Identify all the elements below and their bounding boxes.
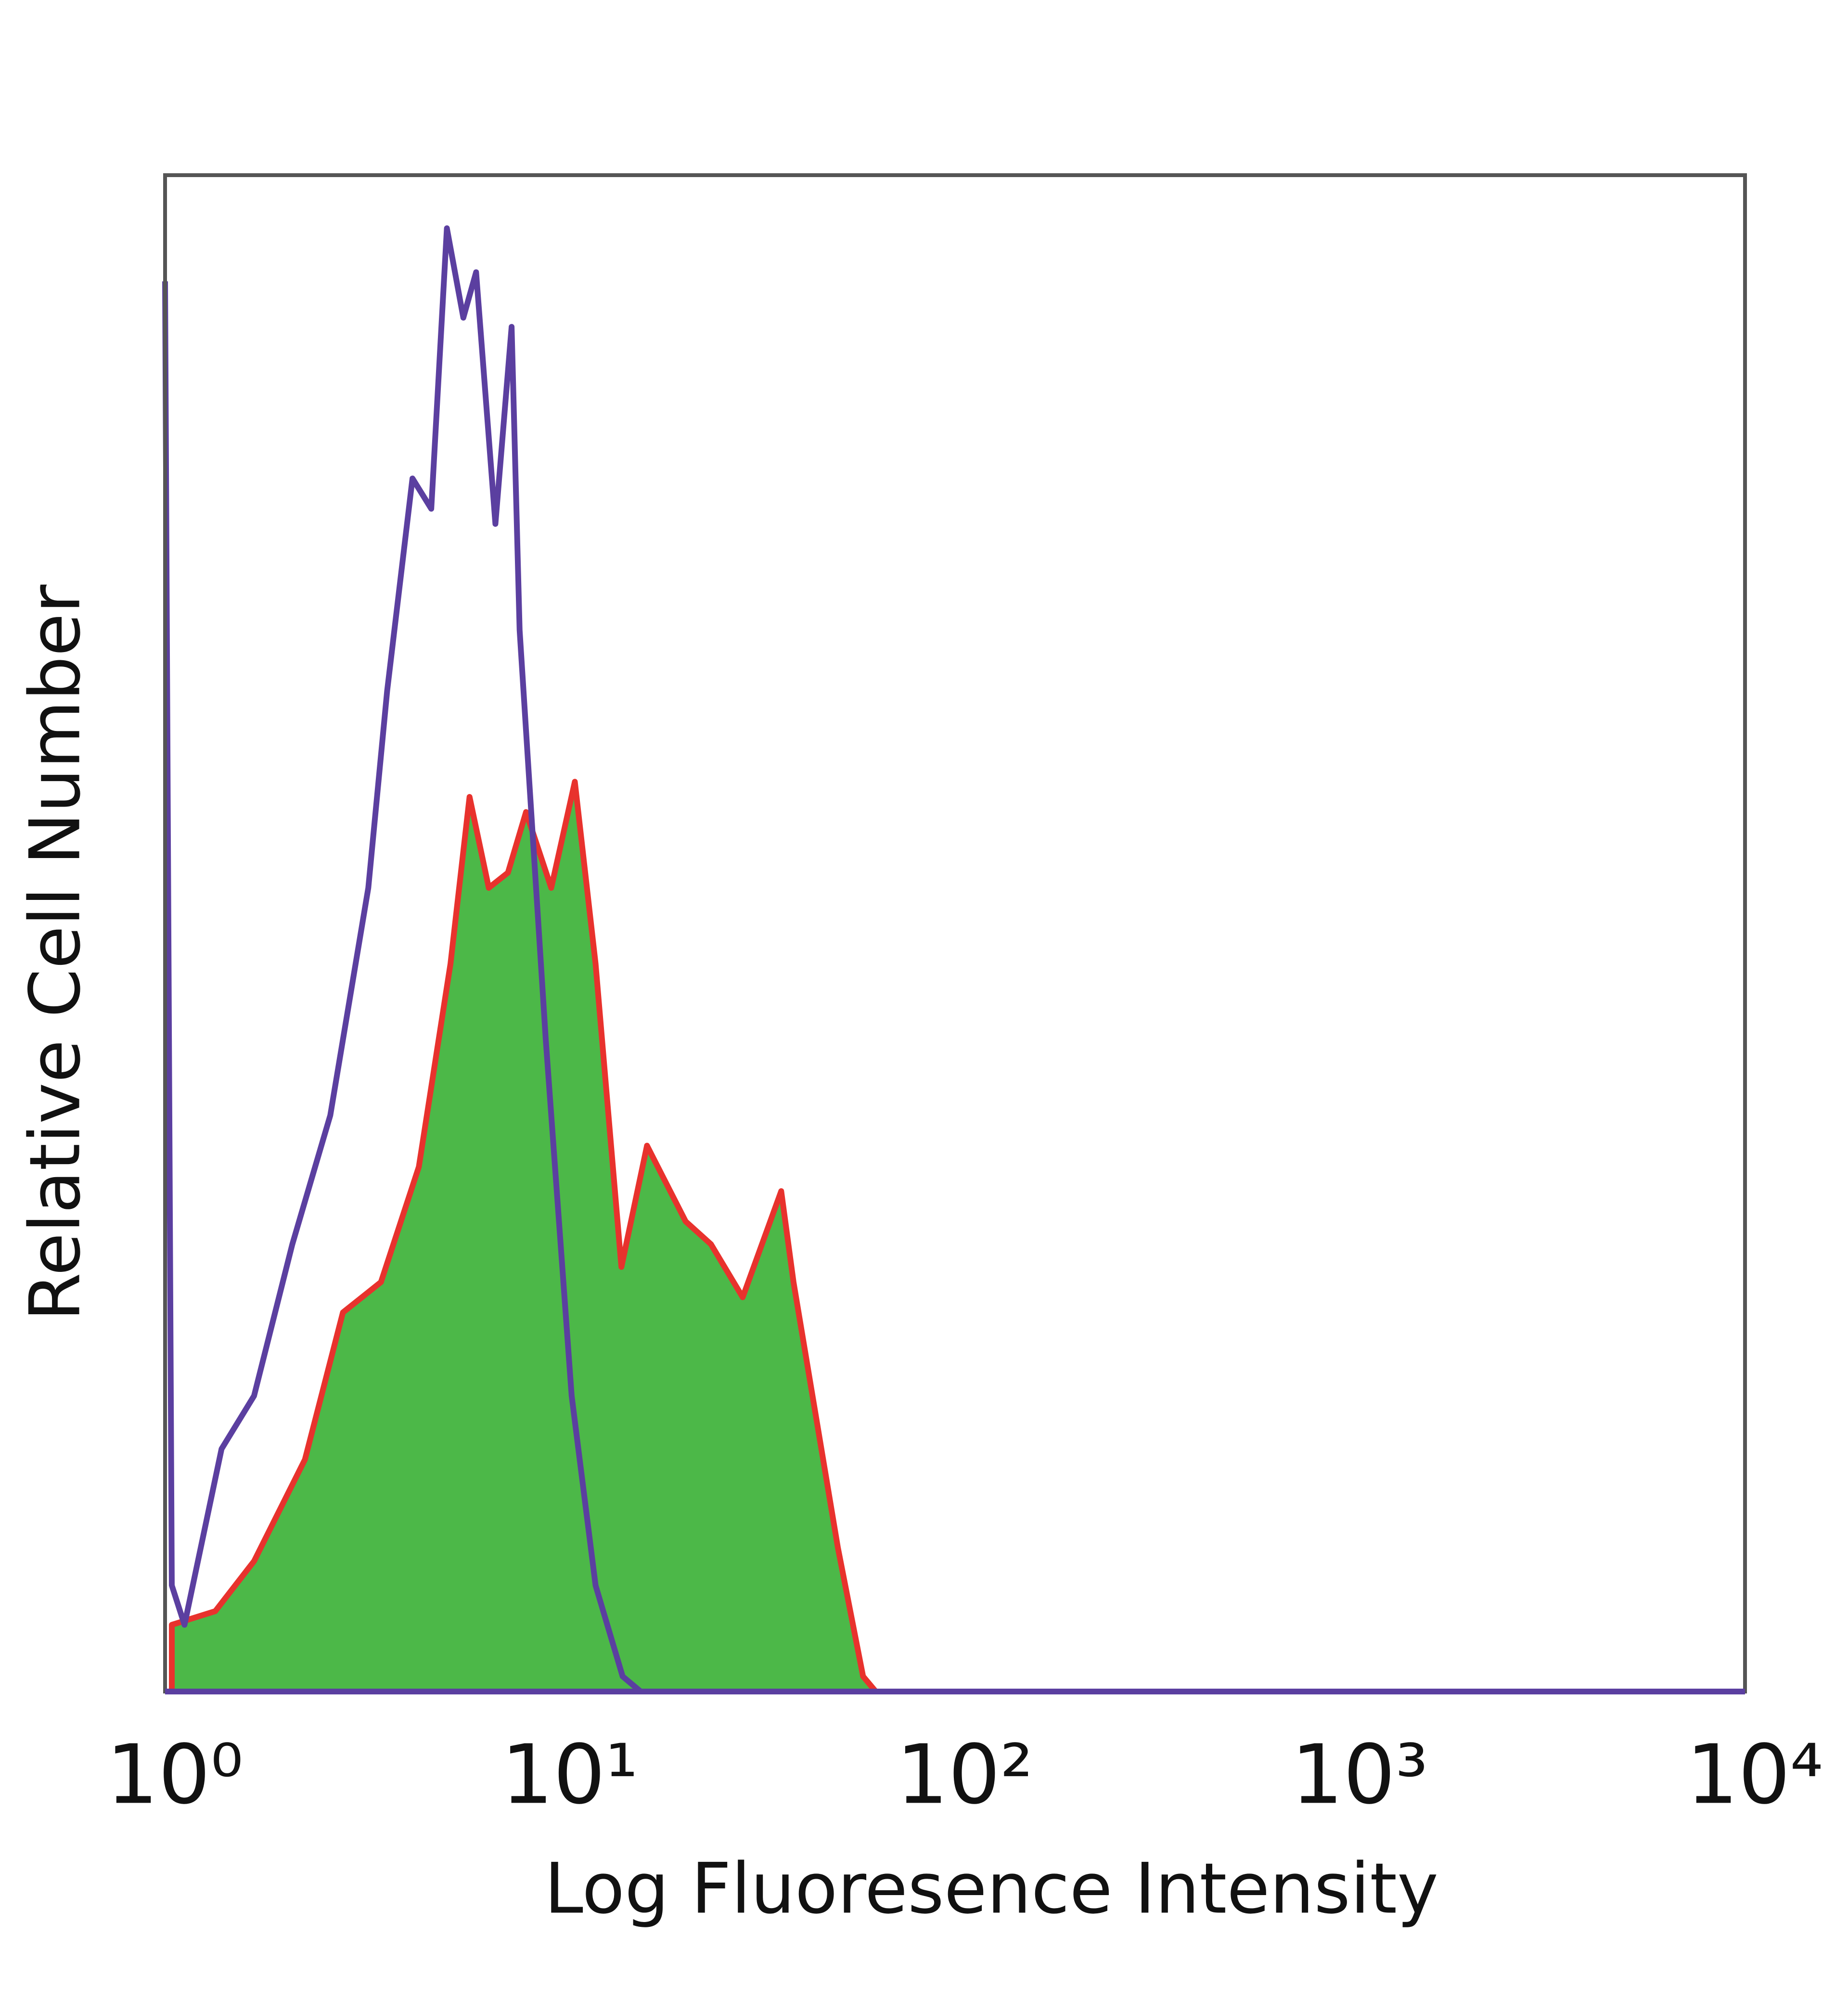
histogram-area (168, 779, 879, 1694)
histogram-line (162, 225, 643, 1694)
x-axis-label: Log Fluoresence Intensity (544, 1848, 1438, 1930)
x-tick-label: 10⁰ (106, 1727, 243, 1822)
y-axis-label: Relative Cell Number (15, 584, 96, 1321)
x-tick-label: 10¹ (501, 1727, 638, 1822)
x-tick-label: 10⁴ (1686, 1727, 1823, 1822)
x-tick-label: 10² (896, 1727, 1033, 1822)
x-tick-label: 10³ (1291, 1727, 1428, 1822)
